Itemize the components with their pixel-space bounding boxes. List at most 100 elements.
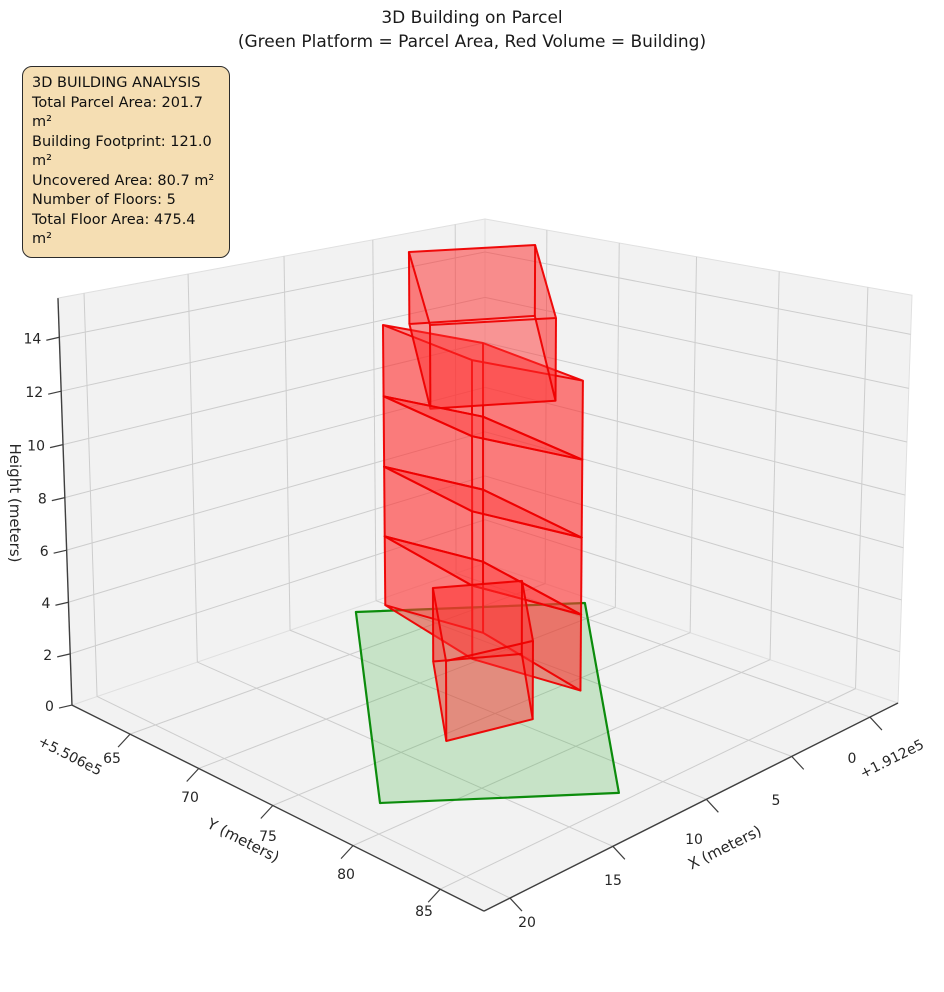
- z-tick-label: 12: [25, 385, 43, 401]
- tick-marks: [46, 336, 883, 912]
- x-tick-label: 20: [518, 915, 536, 931]
- info-line-uncovered-area: Uncovered Area: 80.7 m²: [32, 172, 215, 189]
- building-face: [521, 580, 533, 720]
- building-face: [408, 245, 536, 324]
- building-vertical-edge: [581, 380, 584, 460]
- building-face: [432, 580, 533, 661]
- z-tick-label: 4: [42, 596, 51, 612]
- building-face: [472, 436, 583, 538]
- x-axis-line: [483, 702, 899, 912]
- building-face: [408, 252, 431, 409]
- y-tick-mark: [427, 888, 441, 903]
- y-tick-label: 75: [259, 829, 277, 845]
- x-tick-mark: [791, 755, 805, 770]
- building-top-edges: [382, 324, 584, 382]
- info-line-total-floor-area: Total Floor Area: 475.4 m²: [32, 211, 196, 248]
- building-face: [472, 511, 582, 615]
- x-tick-mark: [705, 798, 719, 813]
- z-tick-mark: [55, 601, 69, 606]
- building-face: [432, 580, 522, 662]
- z-tick-mark: [58, 704, 73, 709]
- z-axis-line: [57, 298, 73, 706]
- axes-panes: [57, 218, 913, 912]
- building-vertical-edge: [580, 459, 584, 538]
- info-line-footprint: Building Footprint: 121.0 m²: [32, 133, 212, 170]
- info-line-parcel-area: Total Parcel Area: 201.7 m²: [32, 94, 203, 131]
- y-tick-mark: [117, 733, 131, 748]
- building-annex-z0-3: [431, 579, 534, 742]
- building-face: [472, 585, 582, 691]
- building-face: [384, 466, 473, 586]
- plot-title: 3D Building on Parcel: [381, 8, 563, 28]
- building-face: [408, 245, 556, 325]
- right-wall-pane: [484, 218, 913, 704]
- building-vertical-edge: [580, 537, 583, 615]
- building-bottom-edges: [408, 314, 557, 410]
- building-top-edges: [431, 579, 534, 662]
- building-face: [383, 396, 483, 490]
- z-tick-label: 8: [38, 492, 47, 508]
- info-box-title: 3D BUILDING ANALYSIS: [32, 75, 201, 91]
- building-face: [383, 325, 483, 417]
- building-vertical-edge: [383, 536, 387, 606]
- building-face: [534, 245, 556, 401]
- x-tick-label: 5: [772, 793, 781, 809]
- x-axis-offset-label: +1.912e5: [858, 737, 927, 782]
- building-face: [384, 536, 484, 633]
- z-tick-mark: [51, 497, 65, 502]
- z-axis-title: Height (meters): [6, 444, 24, 563]
- plot-subtitle: (Green Platform = Parcel Area, Red Volum…: [237, 32, 707, 52]
- y-tick-mark: [340, 845, 354, 860]
- building-face: [483, 416, 583, 538]
- z-tick-mark: [48, 390, 62, 395]
- building-floor-z12-15: [407, 244, 558, 410]
- x-tick-mark: [612, 845, 626, 860]
- z-tick-mark: [57, 653, 71, 658]
- z-tick-mark: [53, 549, 67, 554]
- z-tick-label: 14: [23, 331, 41, 347]
- y-tick-label: 65: [103, 751, 121, 767]
- y-axis-line: [71, 704, 485, 912]
- z-tick-label: 2: [43, 648, 52, 664]
- building-vertical-edge: [383, 466, 386, 537]
- building-floor-z0-3: [383, 535, 583, 692]
- building-face: [483, 561, 582, 691]
- building-face: [430, 318, 556, 409]
- parcel-polygon: [354, 601, 621, 805]
- building-volume: [381, 244, 584, 742]
- building-face: [384, 466, 483, 562]
- y-tick-label: 80: [337, 867, 355, 883]
- axis-lines: [57, 298, 899, 912]
- y-tick-mark: [260, 805, 274, 819]
- y-tick-label: 70: [181, 790, 199, 806]
- building-vertical-edge: [381, 325, 385, 397]
- x-tick-mark: [509, 897, 523, 912]
- z-tick-label: 6: [40, 544, 49, 560]
- z-tick-label: 10: [27, 439, 45, 455]
- z-tick-mark: [46, 336, 60, 341]
- info-line-floors: Number of Floors: 5: [32, 192, 176, 208]
- x-tick-label: 15: [604, 873, 622, 889]
- building-vertical-edge: [382, 396, 386, 467]
- x-tick-label: 0: [848, 751, 857, 767]
- building-face: [432, 588, 447, 741]
- grid-lines: [59, 224, 911, 899]
- y-tick-mark: [186, 768, 200, 782]
- building-floor-z3-6: [383, 465, 583, 616]
- title-block: 3D Building on Parcel (Green Platform = …: [0, 6, 944, 54]
- parcel-platform: [354, 601, 621, 805]
- building-face: [384, 536, 473, 659]
- x-tick-label: 10: [685, 832, 703, 848]
- building-top-edges: [383, 465, 583, 539]
- building-floor-z6-9: [382, 395, 584, 539]
- x-tick-mark: [869, 716, 883, 731]
- building-face: [446, 640, 533, 741]
- z-tick-label: 0: [45, 699, 54, 715]
- y-tick-label: 85: [415, 904, 433, 920]
- building-vertical-edge: [579, 614, 583, 691]
- z-tick-mark: [49, 444, 64, 449]
- analysis-info-box: 3D BUILDING ANALYSIS Total Parcel Area: …: [22, 66, 230, 258]
- y-axis-offset-label: +5.506e5: [35, 734, 104, 780]
